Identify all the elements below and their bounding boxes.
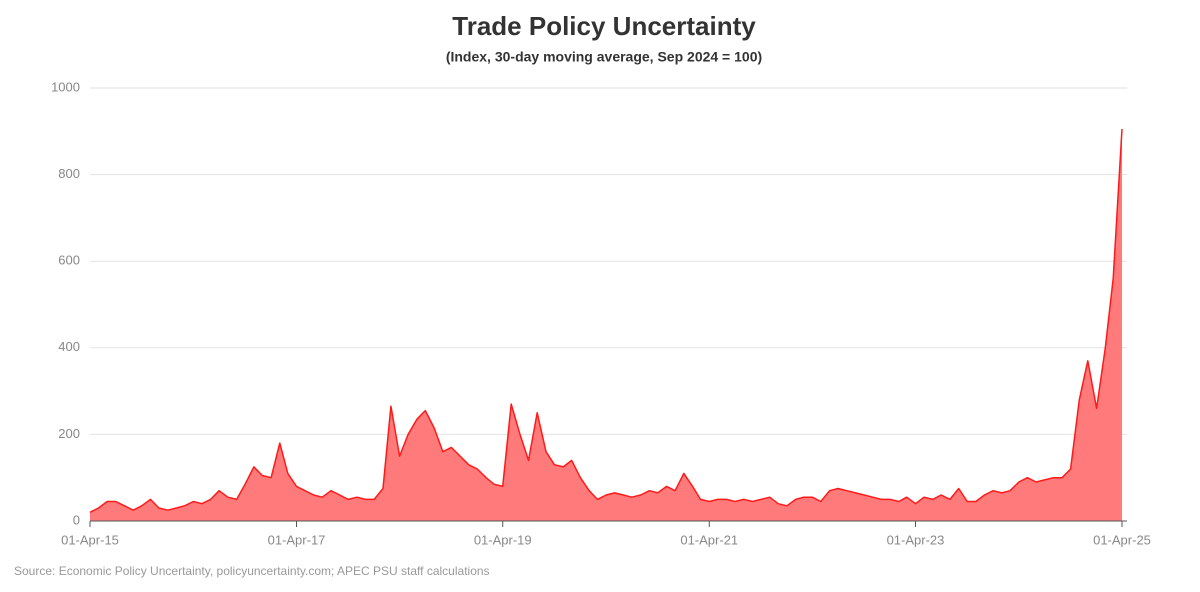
x-tick-label: 01-Apr-21: [680, 532, 738, 547]
line: [89, 129, 1123, 513]
x-tick-label: 01-Apr-17: [268, 532, 326, 547]
y-tick-label: 200: [58, 426, 80, 441]
x-tick-label: 01-Apr-25: [1093, 532, 1151, 547]
chart-subtitle: (Index, 30-day moving average, Sep 2024 …: [446, 49, 762, 65]
y-tick-label: 800: [58, 166, 80, 181]
y-tick-label: 600: [58, 253, 80, 268]
x-tick-label: 01-Apr-19: [474, 532, 532, 547]
x-tick-label: 01-Apr-15: [61, 532, 119, 547]
source-note: Source: Economic Policy Uncertainty, pol…: [14, 564, 490, 578]
y-tick-label: 1000: [51, 79, 80, 94]
area: [90, 129, 1122, 521]
chart-title: Trade Policy Uncertainty: [452, 11, 756, 41]
x-tick-label: 01-Apr-23: [887, 532, 945, 547]
y-tick-label: 400: [58, 339, 80, 354]
y-tick-label: 0: [73, 512, 80, 527]
